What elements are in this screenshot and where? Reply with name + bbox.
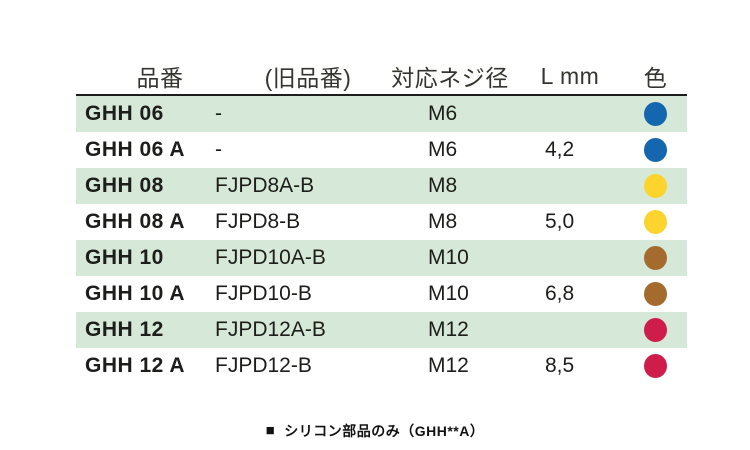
part-number-cell: GHH 10 — [85, 246, 164, 269]
color-cell — [624, 354, 687, 379]
table-row: GHH 08 A FJPD8-B M8 5,0 — [76, 204, 687, 240]
screw-size-cell: M8 — [428, 174, 458, 197]
color-cell — [624, 174, 687, 199]
table-row: GHH 10 A FJPD10-B M10 6,8 — [76, 276, 687, 312]
table-row: GHH 06 - M6 — [76, 96, 687, 132]
screw-size-cell: M6 — [428, 138, 458, 161]
table-row: GHH 12 FJPD12A-B M12 — [76, 312, 687, 348]
color-cell — [624, 102, 687, 127]
screw-size-cell: M12 — [428, 318, 469, 341]
black-square-icon: ■ — [265, 422, 276, 439]
old-part-number-cell: FJPD12A-B — [215, 318, 326, 341]
color-cell — [624, 210, 687, 235]
brown-color-dot-icon — [644, 246, 667, 271]
red-color-dot-icon — [644, 354, 667, 379]
old-part-number-cell: FJPD8A-B — [215, 174, 315, 197]
header-color: 色 — [643, 65, 668, 91]
old-part-number-cell: - — [215, 138, 222, 161]
part-number-cell: GHH 06 A — [85, 138, 186, 161]
l-mm-cell: 4,2 — [545, 138, 575, 161]
header-old-part-number: (旧品番) — [264, 65, 352, 91]
table-row: GHH 12 A FJPD12-B M12 8,5 — [76, 348, 687, 384]
color-cell — [624, 246, 687, 271]
table-body: GHH 06- M6 GHH 06 A - M6 4,2 GHH 08 FJPD8A-B M8 G… — [76, 96, 687, 384]
screw-size-cell: M8 — [428, 210, 458, 233]
red-color-dot-icon — [644, 318, 667, 343]
part-number-cell: GHH 12 — [85, 318, 164, 341]
old-part-number-cell: FJPD10-B — [215, 282, 312, 305]
table-header-row: 品番 (旧品番) 対応ネジ径 L mm 色 — [76, 58, 687, 96]
header-l-mm: L mm — [540, 62, 600, 89]
header-screw-size: 対応ネジ径 — [391, 65, 509, 91]
brown-color-dot-icon — [644, 282, 667, 307]
footnote: ■ シリコン部品のみ（GHH**A） — [0, 421, 750, 441]
yellow-color-dot-icon — [644, 210, 667, 235]
color-cell — [624, 282, 687, 307]
parts-table: 品番 (旧品番) 対応ネジ径 L mm 色 GHH 06 - M6 GHH 06 A -… — [76, 58, 687, 384]
old-part-number-cell: - — [215, 102, 222, 125]
part-number-cell: GHH 08 — [85, 174, 164, 197]
screw-size-cell: M10 — [428, 282, 469, 305]
header-part-number: 品番 — [136, 65, 184, 91]
l-mm-cell: 8,5 — [545, 354, 575, 377]
part-number-cell: GHH 08 A — [85, 210, 186, 233]
table-row: GHH 08 FJPD8A-B M8 — [76, 168, 687, 204]
part-number-cell: GHH 10 A — [85, 282, 186, 305]
yellow-color-dot-icon — [644, 174, 667, 199]
screw-size-cell: M10 — [428, 246, 469, 269]
part-number-cell: GHH 12 A — [85, 354, 186, 377]
blue-color-dot-icon — [644, 102, 667, 127]
table-row: GHH 10 FJPD10A-B M10 — [76, 240, 687, 276]
l-mm-cell: 6,8 — [545, 282, 575, 305]
table-row: GHH 06 A - M6 4,2 — [76, 132, 687, 168]
old-part-number-cell: FJPD8-B — [215, 210, 301, 233]
color-cell — [624, 138, 687, 163]
screw-size-cell: M12 — [428, 354, 469, 377]
blue-color-dot-icon — [644, 138, 667, 163]
l-mm-cell: 5,0 — [545, 210, 575, 233]
footnote-text: シリコン部品のみ（GHH**A） — [284, 423, 485, 439]
color-cell — [624, 318, 687, 343]
part-number-cell: GHH 06 — [85, 102, 164, 125]
old-part-number-cell: FJPD12-B — [215, 354, 312, 377]
screw-size-cell: M6 — [428, 102, 458, 125]
old-part-number-cell: FJPD10A-B — [215, 246, 326, 269]
